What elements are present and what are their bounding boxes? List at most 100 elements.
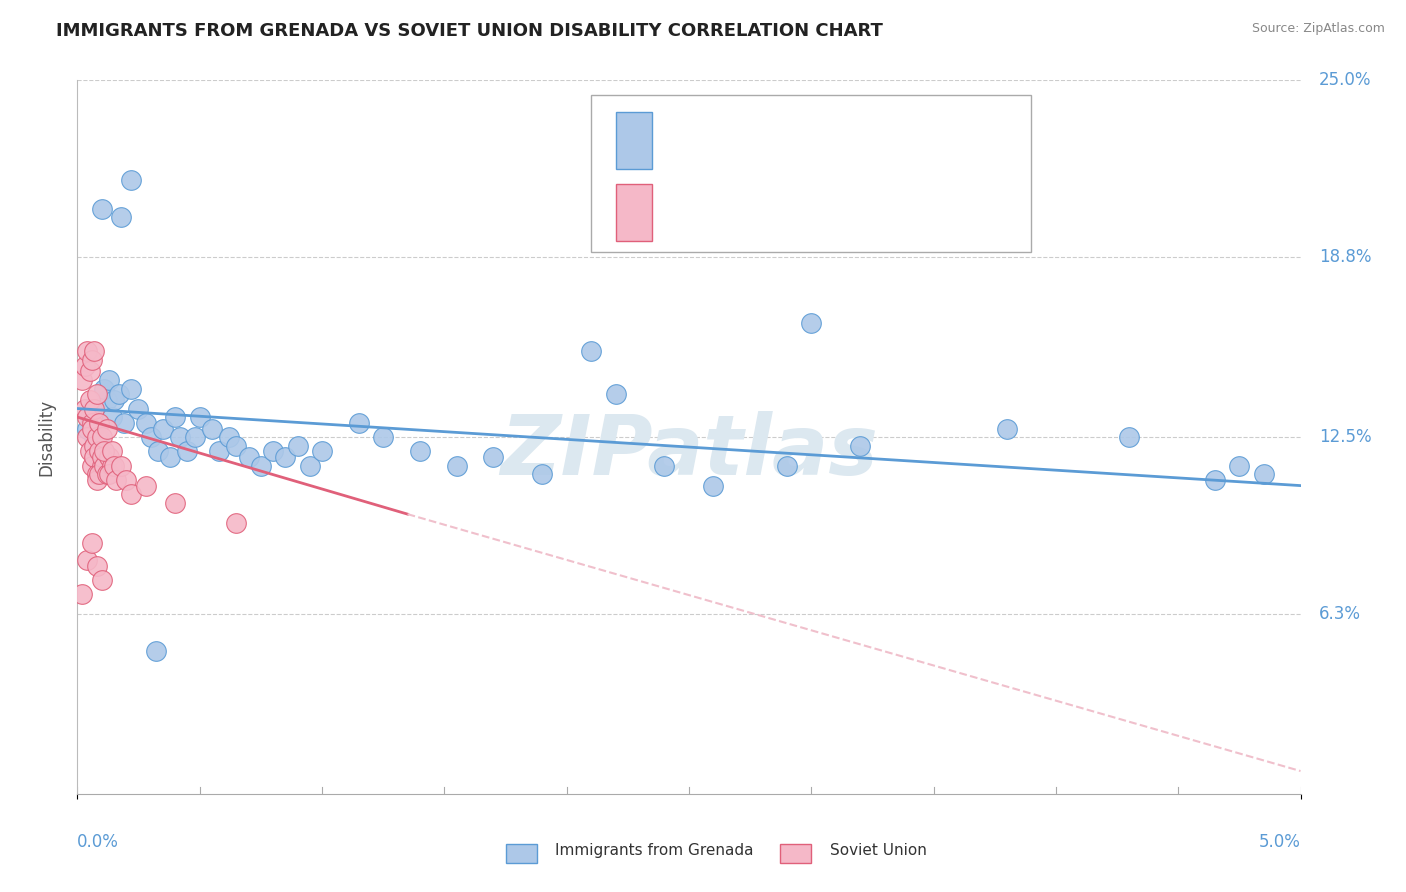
Text: Source: ZipAtlas.com: Source: ZipAtlas.com bbox=[1251, 22, 1385, 36]
Point bbox=[165, 496, 187, 510]
Point bbox=[1229, 458, 1251, 473]
Point bbox=[110, 458, 132, 473]
Point bbox=[110, 211, 132, 225]
Point bbox=[169, 430, 191, 444]
Text: 18.8%: 18.8% bbox=[1319, 248, 1371, 266]
Point bbox=[79, 364, 101, 378]
Point bbox=[135, 478, 157, 492]
Text: R = -0.104   N = 58: R = -0.104 N = 58 bbox=[676, 132, 853, 150]
Point bbox=[98, 450, 121, 464]
Bar bbox=[616, 184, 652, 241]
Point bbox=[83, 430, 105, 444]
Point bbox=[146, 444, 169, 458]
FancyBboxPatch shape bbox=[591, 95, 1032, 252]
Point bbox=[800, 316, 823, 330]
Point bbox=[274, 450, 297, 464]
Point bbox=[112, 416, 135, 430]
Point bbox=[76, 553, 98, 567]
Point bbox=[80, 401, 103, 416]
Point bbox=[76, 344, 98, 359]
Point bbox=[80, 416, 103, 430]
Point bbox=[96, 467, 118, 482]
Point bbox=[103, 458, 125, 473]
Point bbox=[86, 558, 108, 573]
Point bbox=[80, 353, 103, 368]
Point bbox=[446, 458, 468, 473]
Point bbox=[80, 535, 103, 549]
Point bbox=[298, 458, 321, 473]
Point bbox=[120, 173, 142, 187]
Point bbox=[76, 410, 98, 425]
Point bbox=[98, 373, 121, 387]
Point bbox=[86, 473, 108, 487]
Point bbox=[409, 444, 432, 458]
Text: Soviet Union: Soviet Union bbox=[830, 844, 927, 858]
Point bbox=[208, 444, 231, 458]
Point bbox=[89, 444, 111, 458]
Point bbox=[98, 467, 121, 482]
Point bbox=[83, 439, 105, 453]
Point bbox=[188, 410, 211, 425]
Point bbox=[120, 382, 142, 396]
Point bbox=[311, 444, 333, 458]
Point bbox=[108, 387, 131, 401]
Text: Disability: Disability bbox=[38, 399, 56, 475]
Point bbox=[79, 410, 101, 425]
Point bbox=[89, 467, 111, 482]
Point bbox=[83, 344, 105, 359]
Point bbox=[605, 387, 627, 401]
Text: Immigrants from Grenada: Immigrants from Grenada bbox=[555, 844, 754, 858]
Point bbox=[579, 344, 602, 359]
Bar bbox=[616, 112, 652, 169]
Point bbox=[73, 359, 96, 373]
Point bbox=[176, 444, 198, 458]
Point bbox=[201, 421, 224, 435]
Point bbox=[115, 473, 138, 487]
Point bbox=[127, 401, 149, 416]
Point bbox=[238, 450, 260, 464]
Point bbox=[96, 421, 118, 435]
Point bbox=[287, 439, 309, 453]
Point bbox=[93, 458, 115, 473]
Point bbox=[93, 444, 115, 458]
Text: 0.0%: 0.0% bbox=[77, 833, 120, 851]
Point bbox=[1118, 430, 1140, 444]
Point bbox=[96, 392, 118, 407]
Point bbox=[145, 644, 167, 658]
Point bbox=[79, 444, 101, 458]
Text: 6.3%: 6.3% bbox=[1319, 605, 1361, 623]
Text: 5.0%: 5.0% bbox=[1258, 833, 1301, 851]
Point bbox=[100, 444, 122, 458]
Point bbox=[89, 416, 111, 430]
Point bbox=[83, 401, 105, 416]
Point bbox=[218, 430, 240, 444]
Point bbox=[86, 416, 108, 430]
Point bbox=[70, 587, 93, 601]
Point bbox=[76, 421, 98, 435]
Point bbox=[86, 467, 108, 482]
Point bbox=[139, 430, 162, 444]
Point bbox=[105, 473, 128, 487]
Point bbox=[995, 421, 1018, 435]
Point bbox=[225, 516, 247, 530]
Point bbox=[165, 410, 187, 425]
Point bbox=[482, 450, 505, 464]
Point bbox=[93, 382, 115, 396]
Point bbox=[100, 410, 122, 425]
Point bbox=[83, 450, 105, 464]
Point bbox=[262, 444, 284, 458]
Point bbox=[70, 373, 93, 387]
Point bbox=[89, 430, 111, 444]
Point bbox=[1253, 467, 1275, 482]
Text: ZIPatlas: ZIPatlas bbox=[501, 411, 877, 491]
Point bbox=[654, 458, 676, 473]
Point bbox=[159, 450, 181, 464]
Point bbox=[225, 439, 247, 453]
Text: IMMIGRANTS FROM GRENADA VS SOVIET UNION DISABILITY CORRELATION CHART: IMMIGRANTS FROM GRENADA VS SOVIET UNION … bbox=[56, 22, 883, 40]
Point bbox=[250, 458, 273, 473]
Point bbox=[120, 487, 142, 501]
Point bbox=[90, 430, 112, 444]
Point bbox=[184, 430, 207, 444]
Point bbox=[776, 458, 799, 473]
Point bbox=[371, 430, 394, 444]
